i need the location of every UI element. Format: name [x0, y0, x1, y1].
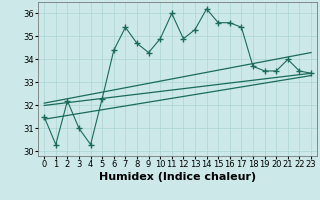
X-axis label: Humidex (Indice chaleur): Humidex (Indice chaleur)	[99, 172, 256, 182]
